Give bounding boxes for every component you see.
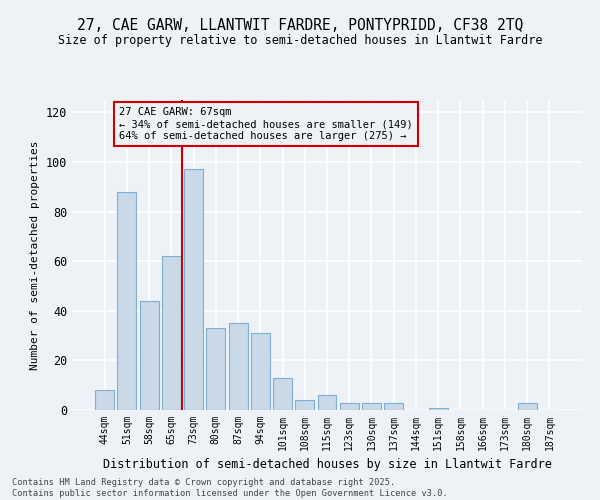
Bar (95, 390, 114, 410)
Y-axis label: Number of semi-detached properties: Number of semi-detached properties (30, 140, 40, 370)
Bar (229, 323, 248, 410)
X-axis label: Distribution of semi-detached houses by size in Llantwit Fardre: Distribution of semi-detached houses by … (103, 458, 551, 471)
Text: 27, CAE GARW, LLANTWIT FARDRE, PONTYPRIDD, CF38 2TQ: 27, CAE GARW, LLANTWIT FARDRE, PONTYPRID… (77, 18, 523, 32)
Bar (273, 378, 292, 410)
Text: Contains HM Land Registry data © Crown copyright and database right 2025.
Contai: Contains HM Land Registry data © Crown c… (12, 478, 448, 498)
Text: Size of property relative to semi-detached houses in Llantwit Fardre: Size of property relative to semi-detach… (58, 34, 542, 47)
Bar (251, 333, 270, 410)
Bar (362, 402, 381, 410)
Bar (206, 328, 225, 410)
Bar (184, 170, 203, 410)
Bar (384, 402, 403, 410)
Bar (140, 301, 158, 410)
Bar (118, 192, 136, 410)
Bar (295, 400, 314, 410)
Bar (340, 402, 359, 410)
Bar (518, 402, 536, 410)
Text: 27 CAE GARW: 67sqm
← 34% of semi-detached houses are smaller (149)
64% of semi-d: 27 CAE GARW: 67sqm ← 34% of semi-detache… (119, 108, 413, 140)
Bar (162, 256, 181, 410)
Bar (429, 408, 448, 410)
Bar (317, 395, 337, 410)
